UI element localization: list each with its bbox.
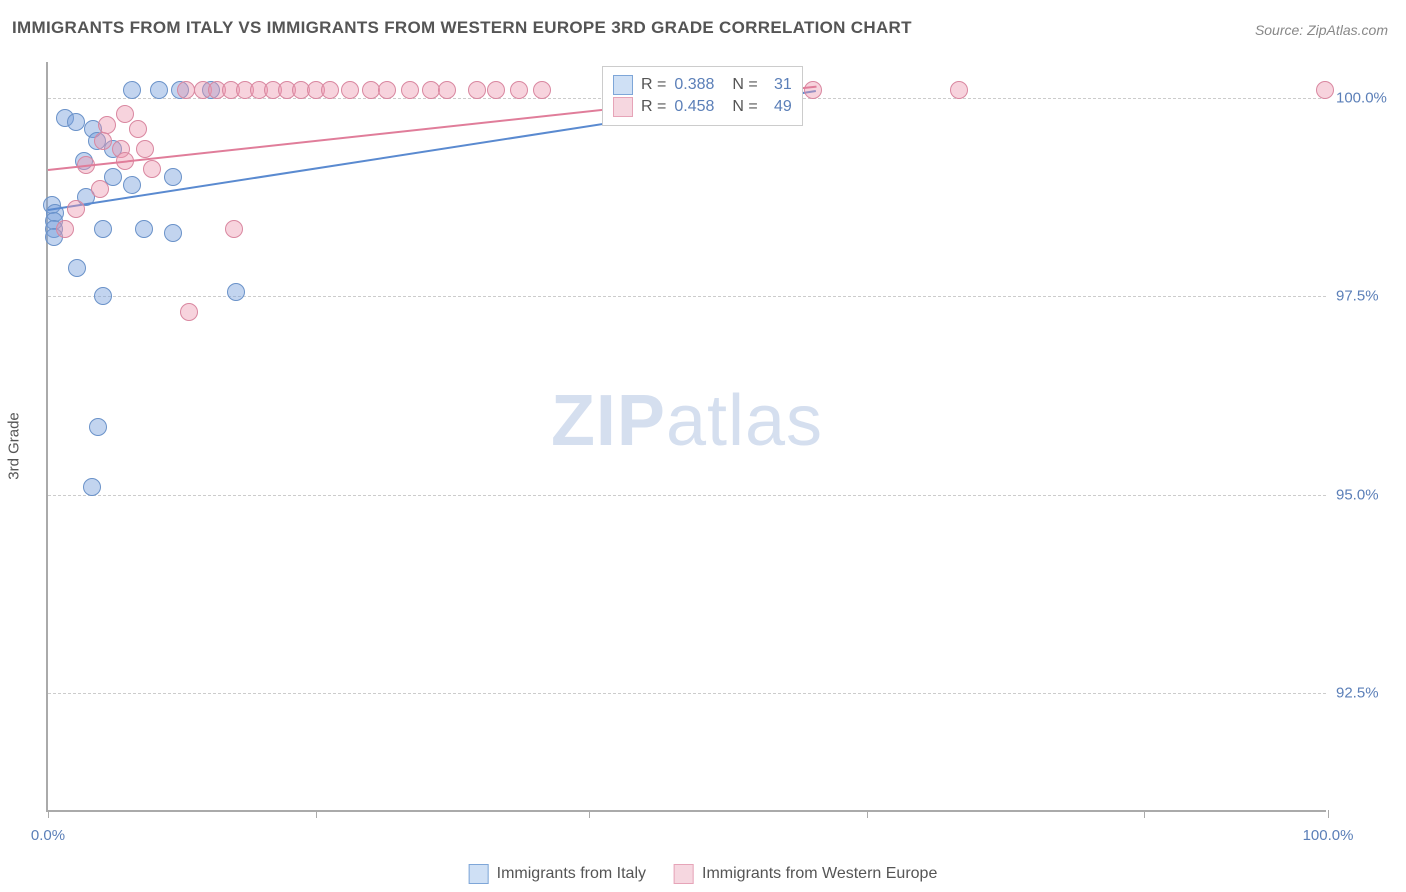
x-tick-mark bbox=[316, 810, 317, 818]
scatter-marker-western_europe bbox=[67, 200, 85, 218]
scatter-marker-italy bbox=[227, 283, 245, 301]
stats-row-western_europe: R = 0.458 N = 49 bbox=[613, 97, 792, 117]
scatter-marker-italy bbox=[164, 224, 182, 242]
scatter-marker-western_europe bbox=[950, 81, 968, 99]
scatter-marker-western_europe bbox=[362, 81, 380, 99]
stats-n-label: N = bbox=[732, 76, 757, 94]
legend-swatch-western_europe bbox=[674, 864, 694, 884]
legend-label-italy: Immigrants from Italy bbox=[497, 865, 646, 883]
x-tick-label: 100.0% bbox=[1303, 827, 1354, 844]
stats-n-label: N = bbox=[732, 98, 757, 116]
stats-n-value: 31 bbox=[766, 76, 792, 94]
scatter-marker-italy bbox=[135, 220, 153, 238]
x-tick-label: 0.0% bbox=[31, 827, 65, 844]
scatter-marker-italy bbox=[68, 259, 86, 277]
gridline-h bbox=[48, 495, 1326, 496]
stats-r-value: 0.458 bbox=[674, 98, 714, 116]
scatter-marker-italy bbox=[67, 113, 85, 131]
x-tick-mark bbox=[867, 810, 868, 818]
stats-row-italy: R = 0.388 N = 31 bbox=[613, 75, 792, 95]
chart-title: IMMIGRANTS FROM ITALY VS IMMIGRANTS FROM… bbox=[12, 18, 912, 38]
x-tick-mark bbox=[48, 810, 49, 818]
watermark-zip: ZIP bbox=[551, 381, 666, 461]
scatter-marker-western_europe bbox=[1316, 81, 1334, 99]
scatter-marker-western_europe bbox=[56, 220, 74, 238]
legend-label-western_europe: Immigrants from Western Europe bbox=[702, 865, 937, 883]
y-tick-label: 95.0% bbox=[1336, 486, 1396, 503]
scatter-marker-western_europe bbox=[804, 81, 822, 99]
stats-box: R = 0.388 N = 31 R = 0.458 N = 49 bbox=[602, 66, 803, 126]
scatter-marker-italy bbox=[150, 81, 168, 99]
watermark: ZIPatlas bbox=[551, 380, 823, 462]
scatter-marker-western_europe bbox=[487, 81, 505, 99]
legend-item-italy: Immigrants from Italy bbox=[469, 864, 646, 884]
y-tick-label: 97.5% bbox=[1336, 288, 1396, 305]
y-axis-label: 3rd Grade bbox=[6, 412, 23, 480]
source-attribution: Source: ZipAtlas.com bbox=[1255, 22, 1388, 38]
scatter-marker-western_europe bbox=[143, 160, 161, 178]
scatter-marker-western_europe bbox=[177, 81, 195, 99]
chart-container: IMMIGRANTS FROM ITALY VS IMMIGRANTS FROM… bbox=[0, 0, 1406, 892]
y-tick-label: 100.0% bbox=[1336, 89, 1396, 106]
scatter-marker-western_europe bbox=[94, 132, 112, 150]
stats-n-value: 49 bbox=[766, 98, 792, 116]
x-tick-mark bbox=[1328, 810, 1329, 818]
scatter-marker-western_europe bbox=[136, 140, 154, 158]
legend-swatch-italy bbox=[469, 864, 489, 884]
scatter-marker-italy bbox=[89, 418, 107, 436]
scatter-marker-italy bbox=[123, 176, 141, 194]
scatter-marker-italy bbox=[94, 287, 112, 305]
scatter-marker-western_europe bbox=[225, 220, 243, 238]
swatch-western_europe bbox=[613, 97, 633, 117]
legend-item-western_europe: Immigrants from Western Europe bbox=[674, 864, 937, 884]
scatter-marker-western_europe bbox=[129, 120, 147, 138]
scatter-marker-western_europe bbox=[91, 180, 109, 198]
scatter-marker-western_europe bbox=[533, 81, 551, 99]
scatter-marker-western_europe bbox=[341, 81, 359, 99]
scatter-marker-western_europe bbox=[401, 81, 419, 99]
scatter-marker-italy bbox=[164, 168, 182, 186]
scatter-marker-western_europe bbox=[116, 105, 134, 123]
scatter-marker-italy bbox=[94, 220, 112, 238]
gridline-h bbox=[48, 693, 1326, 694]
x-tick-mark bbox=[1144, 810, 1145, 818]
scatter-marker-western_europe bbox=[438, 81, 456, 99]
stats-r-label: R = bbox=[641, 98, 666, 116]
scatter-marker-western_europe bbox=[378, 81, 396, 99]
stats-r-value: 0.388 bbox=[674, 76, 714, 94]
scatter-marker-western_europe bbox=[180, 303, 198, 321]
scatter-marker-italy bbox=[83, 478, 101, 496]
plot-area: ZIPatlas 92.5%95.0%97.5%100.0%0.0%100.0%… bbox=[46, 62, 1326, 812]
x-tick-mark bbox=[589, 810, 590, 818]
scatter-marker-italy bbox=[123, 81, 141, 99]
scatter-marker-western_europe bbox=[468, 81, 486, 99]
watermark-atlas: atlas bbox=[666, 381, 823, 461]
y-tick-label: 92.5% bbox=[1336, 684, 1396, 701]
legend: Immigrants from Italy Immigrants from Wes… bbox=[469, 864, 938, 884]
scatter-marker-western_europe bbox=[321, 81, 339, 99]
scatter-marker-western_europe bbox=[510, 81, 528, 99]
scatter-marker-western_europe bbox=[422, 81, 440, 99]
swatch-italy bbox=[613, 75, 633, 95]
stats-r-label: R = bbox=[641, 76, 666, 94]
